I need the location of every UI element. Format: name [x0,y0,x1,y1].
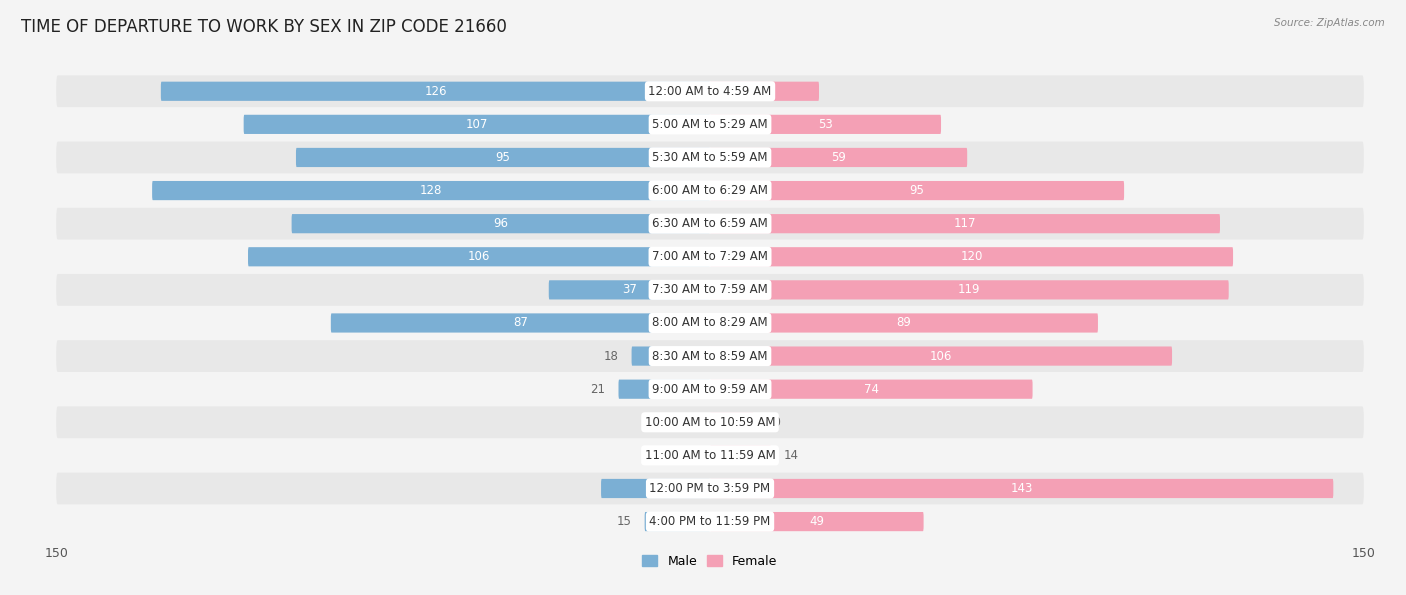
Text: 95: 95 [910,184,925,197]
Text: 126: 126 [425,84,447,98]
FancyBboxPatch shape [602,479,710,498]
FancyBboxPatch shape [710,214,1220,233]
Text: 9:00 AM to 9:59 AM: 9:00 AM to 9:59 AM [652,383,768,396]
FancyBboxPatch shape [710,181,1125,200]
FancyBboxPatch shape [710,380,1032,399]
FancyBboxPatch shape [710,446,770,465]
Text: 5:30 AM to 5:59 AM: 5:30 AM to 5:59 AM [652,151,768,164]
FancyBboxPatch shape [710,346,1173,366]
Text: 14: 14 [785,449,799,462]
Text: 95: 95 [495,151,510,164]
FancyBboxPatch shape [56,340,1364,372]
FancyBboxPatch shape [56,142,1364,173]
FancyBboxPatch shape [548,280,710,299]
FancyBboxPatch shape [710,247,1233,267]
FancyBboxPatch shape [710,512,924,531]
Text: 7:00 AM to 7:29 AM: 7:00 AM to 7:29 AM [652,250,768,263]
FancyBboxPatch shape [710,314,1098,333]
Text: 143: 143 [1011,482,1033,495]
FancyBboxPatch shape [56,76,1364,107]
FancyBboxPatch shape [56,175,1364,206]
FancyBboxPatch shape [56,274,1364,306]
FancyBboxPatch shape [291,214,710,233]
FancyBboxPatch shape [295,148,710,167]
FancyBboxPatch shape [710,280,1229,299]
Text: 106: 106 [929,350,952,362]
FancyBboxPatch shape [56,472,1364,505]
Text: 89: 89 [897,317,911,330]
Text: 96: 96 [494,217,509,230]
Text: 74: 74 [863,383,879,396]
FancyBboxPatch shape [152,181,710,200]
Text: 0: 0 [689,449,697,462]
Text: 117: 117 [953,217,976,230]
Text: 6:30 AM to 6:59 AM: 6:30 AM to 6:59 AM [652,217,768,230]
FancyBboxPatch shape [710,82,818,101]
Text: 107: 107 [465,118,488,131]
FancyBboxPatch shape [56,440,1364,471]
Text: 25: 25 [648,482,664,495]
Text: 0: 0 [689,416,697,429]
Text: 119: 119 [957,283,980,296]
Text: 4:00 PM to 11:59 PM: 4:00 PM to 11:59 PM [650,515,770,528]
FancyBboxPatch shape [56,406,1364,438]
Text: 6:00 AM to 6:29 AM: 6:00 AM to 6:29 AM [652,184,768,197]
Text: 18: 18 [603,350,619,362]
Text: 59: 59 [831,151,846,164]
FancyBboxPatch shape [56,307,1364,339]
FancyBboxPatch shape [631,346,710,366]
Text: 10: 10 [766,416,782,429]
Text: 49: 49 [810,515,824,528]
Text: 25: 25 [756,84,772,98]
FancyBboxPatch shape [710,148,967,167]
FancyBboxPatch shape [56,241,1364,273]
Text: Source: ZipAtlas.com: Source: ZipAtlas.com [1274,18,1385,28]
Text: 37: 37 [621,283,637,296]
FancyBboxPatch shape [56,506,1364,537]
Text: 21: 21 [591,383,606,396]
FancyBboxPatch shape [710,413,754,432]
Text: TIME OF DEPARTURE TO WORK BY SEX IN ZIP CODE 21660: TIME OF DEPARTURE TO WORK BY SEX IN ZIP … [21,18,508,36]
Text: 120: 120 [960,250,983,263]
Text: 87: 87 [513,317,527,330]
Text: 8:00 AM to 8:29 AM: 8:00 AM to 8:29 AM [652,317,768,330]
Text: 7:30 AM to 7:59 AM: 7:30 AM to 7:59 AM [652,283,768,296]
Text: 12:00 AM to 4:59 AM: 12:00 AM to 4:59 AM [648,84,772,98]
Text: 53: 53 [818,118,832,131]
FancyBboxPatch shape [644,512,710,531]
Text: 8:30 AM to 8:59 AM: 8:30 AM to 8:59 AM [652,350,768,362]
FancyBboxPatch shape [330,314,710,333]
Text: 5:00 AM to 5:29 AM: 5:00 AM to 5:29 AM [652,118,768,131]
FancyBboxPatch shape [160,82,710,101]
FancyBboxPatch shape [56,208,1364,240]
FancyBboxPatch shape [710,479,1333,498]
Text: 15: 15 [617,515,631,528]
Text: 12:00 PM to 3:59 PM: 12:00 PM to 3:59 PM [650,482,770,495]
FancyBboxPatch shape [243,115,710,134]
FancyBboxPatch shape [56,108,1364,140]
Text: 106: 106 [468,250,491,263]
Text: 10:00 AM to 10:59 AM: 10:00 AM to 10:59 AM [645,416,775,429]
FancyBboxPatch shape [710,115,941,134]
FancyBboxPatch shape [247,247,710,267]
FancyBboxPatch shape [56,373,1364,405]
Legend: Male, Female: Male, Female [637,550,783,573]
Text: 11:00 AM to 11:59 AM: 11:00 AM to 11:59 AM [645,449,775,462]
Text: 128: 128 [420,184,443,197]
FancyBboxPatch shape [619,380,710,399]
